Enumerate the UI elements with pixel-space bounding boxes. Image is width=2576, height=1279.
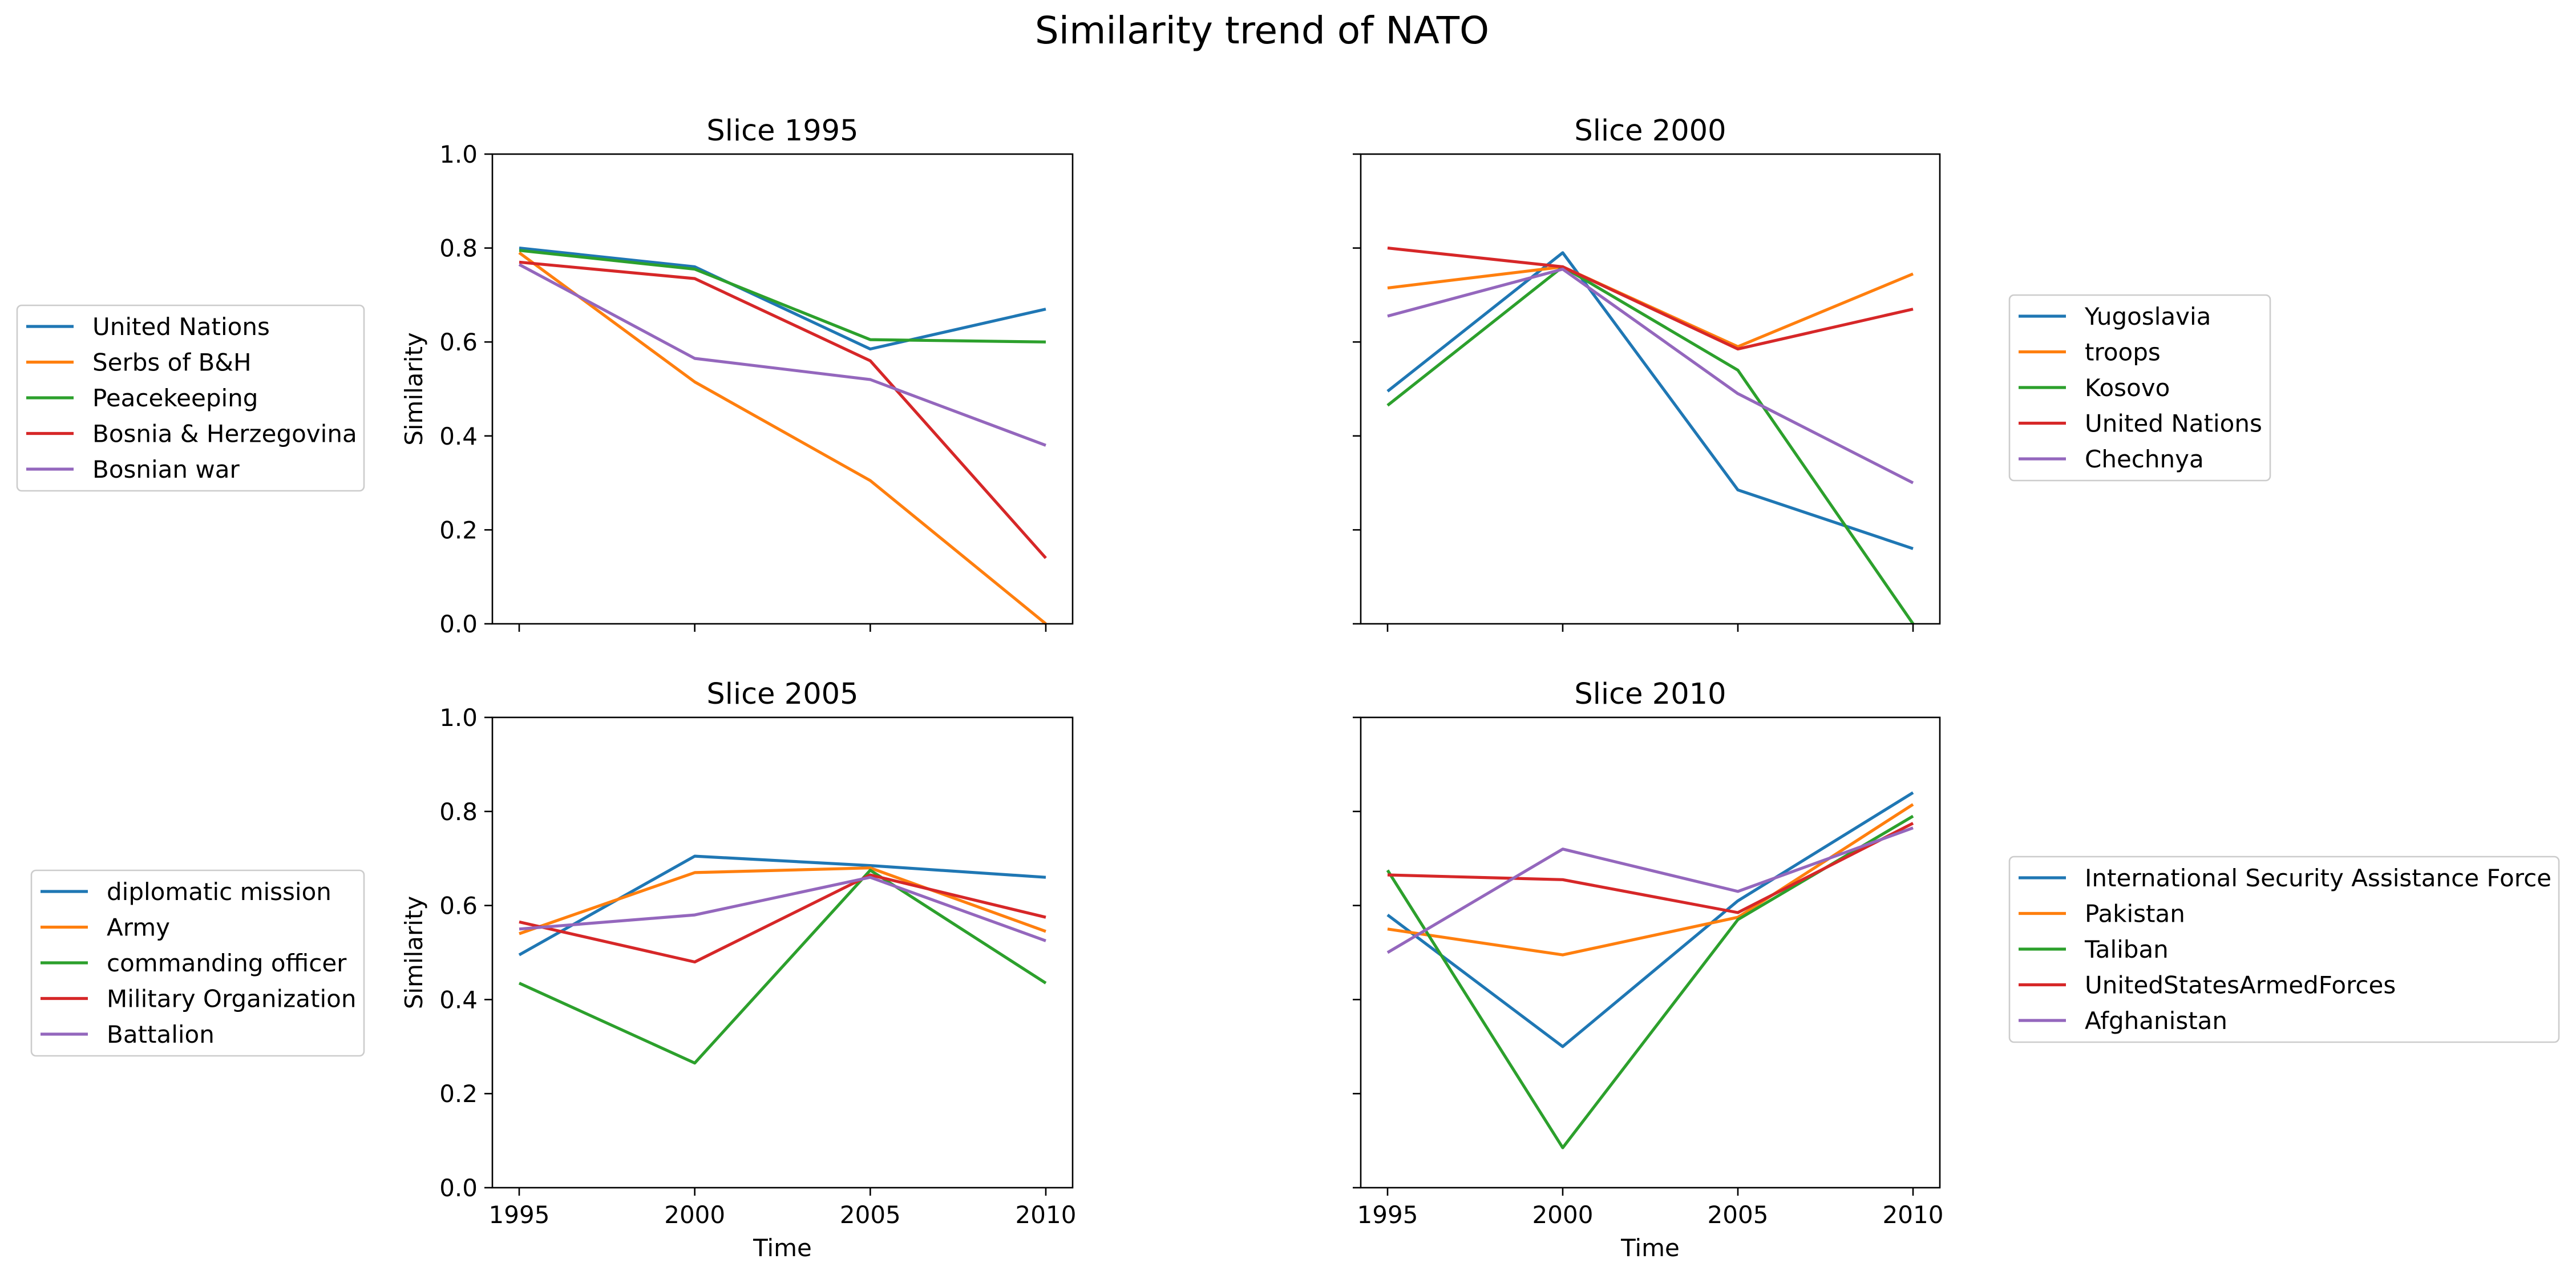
legend-label: Afghanistan: [2085, 1007, 2227, 1035]
series-line-4: [519, 260, 1047, 559]
legend-label: commanding officer: [107, 949, 347, 977]
x-tick-label: 1995: [489, 1201, 550, 1229]
legend-label: Peacekeeping: [92, 384, 258, 412]
subplot-4: 1995 2000 2005 2010 Slice 2010 Time Internatio…: [1353, 677, 2560, 1262]
y-tick-label: 0.2: [439, 516, 478, 544]
legend-label: United Nations: [92, 313, 270, 341]
series-line-5: [518, 263, 1046, 447]
y-tick-label: 0.4: [439, 986, 478, 1014]
series-line-3: [518, 869, 1047, 1065]
series-line-2: [518, 251, 1047, 626]
series-line-1: [1386, 251, 1914, 550]
legend-label: United Nations: [2085, 410, 2262, 438]
legend-frame: [2008, 856, 2560, 1043]
axes-frame: [491, 716, 1074, 1189]
subplot-2: Slice 2000 Yugoslavia troops Kosovo United N…: [1353, 114, 2271, 632]
subplot-3: 0.0 0.2 0.4 0.6 0.8 1.0 1995 2000 2005 2010 Slice …: [30, 677, 1077, 1262]
y-axis-label: Similarity: [400, 896, 428, 1010]
legend-label: Bosnian war: [92, 455, 240, 483]
series-line-5: [1386, 826, 1914, 954]
subplot-title: Slice 1995: [706, 114, 858, 148]
x-tick-label: 2010: [1883, 1201, 1944, 1229]
legend: diplomatic mission Army commanding officer…: [30, 869, 365, 1057]
legend: United Nations Serbs of B&H Peacekeeping Bo…: [16, 304, 365, 492]
series-line-3: [519, 249, 1046, 344]
subplot-title: Slice 2010: [1574, 677, 1726, 711]
subplot-title: Slice 2005: [706, 677, 858, 711]
series-line-5: [519, 875, 1046, 942]
x-tick-label: 2005: [840, 1201, 901, 1229]
x-tick-label: 2005: [1708, 1201, 1769, 1229]
legend-label: Yugoslavia: [2084, 302, 2211, 330]
y-tick-label: 1.0: [439, 140, 478, 168]
legend-label: Military Organization: [107, 985, 356, 1013]
y-tick-label: 0.0: [439, 1174, 478, 1202]
legend-frame: [30, 869, 365, 1057]
y-tick-label: 0.4: [439, 422, 478, 450]
y-tick-label: 0.8: [439, 798, 478, 826]
series-line-4: [1387, 247, 1914, 351]
axes-frame: [1360, 716, 1941, 1189]
subplot-title: Slice 2000: [1574, 114, 1726, 148]
series-line-1: [519, 247, 1046, 351]
legend-label: diplomatic mission: [107, 878, 331, 906]
legend-label: Bosnia & Herzegovina: [92, 420, 357, 448]
y-axis-label: Similarity: [400, 332, 428, 446]
y-tick-label: 0.6: [439, 892, 478, 920]
series-line-3: [1386, 265, 1915, 625]
axes-frame: [1360, 153, 1941, 625]
series-line-5: [1387, 268, 1914, 485]
legend: Yugoslavia troops Kosovo United Nations Chec…: [2008, 294, 2271, 482]
y-tick-label: 0.6: [439, 328, 478, 356]
x-tick-label: 2010: [1016, 1201, 1077, 1229]
legend-label: Pakistan: [2085, 900, 2185, 928]
subplot-grid: 0.0 0.2 0.4 0.6 0.8 1.0 Slice 1995 Similarity Un…: [16, 114, 2560, 1262]
legend-label: Battalion: [107, 1020, 215, 1048]
subplot-1: 0.0 0.2 0.4 0.6 0.8 1.0 Slice 1995 Similarity Un…: [16, 114, 1074, 638]
legend-frame: [2008, 294, 2271, 482]
series-line-4: [1387, 822, 1914, 914]
y-tick-label: 0.8: [439, 235, 478, 263]
legend-label: Chechnya: [2085, 445, 2204, 473]
legend-frame: [16, 304, 365, 492]
legend-label: Kosovo: [2085, 374, 2170, 402]
legend-label: UnitedStatesArmedForces: [2085, 971, 2396, 999]
series-line-1: [518, 854, 1046, 957]
legend-label: Taliban: [2084, 935, 2169, 963]
figure-title: Similarity trend of NATO: [1035, 9, 1489, 53]
y-tick-label: 0.2: [439, 1080, 478, 1108]
legend-label: International Security Assistance Force: [2085, 864, 2551, 892]
series-line-2: [519, 866, 1046, 935]
series-line-1: [1386, 791, 1914, 1048]
x-tick-label: 1995: [1357, 1201, 1418, 1229]
legend-label: troops: [2085, 338, 2161, 366]
legend: International Security Assistance Force P…: [2008, 856, 2560, 1043]
x-tick-label: 2000: [664, 1201, 725, 1229]
axes-frame: [491, 153, 1074, 625]
x-axis-label: Time: [1620, 1234, 1680, 1262]
series-line-4: [519, 873, 1046, 964]
x-axis-label: Time: [753, 1234, 812, 1262]
y-tick-label: 0.0: [439, 610, 478, 638]
x-tick-label: 2000: [1532, 1201, 1594, 1229]
y-tick-label: 1.0: [439, 704, 478, 732]
legend-label: Serbs of B&H: [92, 349, 252, 377]
legend-label: Army: [107, 914, 170, 942]
